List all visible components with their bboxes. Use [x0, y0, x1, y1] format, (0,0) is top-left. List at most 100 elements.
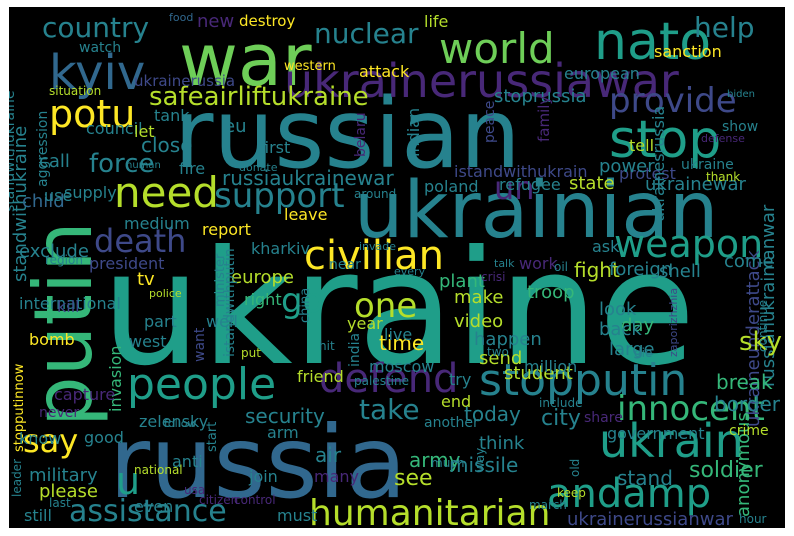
word-think: think — [479, 433, 525, 454]
word-last: last — [49, 496, 71, 510]
word-please: please — [39, 481, 98, 502]
word-invasion: invasion — [106, 345, 125, 412]
word-china: china — [298, 288, 313, 323]
word-stand: stand — [617, 466, 673, 490]
word-troop: troop — [527, 282, 575, 303]
word-medium: medium — [124, 214, 190, 233]
word-one: one — [354, 286, 417, 326]
word-come: come — [724, 251, 774, 272]
word-european: european — [564, 64, 640, 83]
word-go: go — [281, 281, 323, 321]
word-talk: talk — [494, 257, 515, 270]
word-video: video — [454, 311, 503, 332]
word-nuclear: nuclear — [314, 17, 419, 50]
word-report: report — [202, 220, 251, 239]
word-keep: keep — [557, 486, 586, 500]
word-back: back — [599, 319, 642, 340]
word-ukrainewar: ukrainewar — [645, 174, 746, 195]
word-istandwithputin: istandwithputin — [222, 248, 238, 357]
word-let: let — [134, 122, 155, 141]
word-human: human — [126, 160, 161, 171]
word-fight: fight — [574, 258, 620, 282]
word-family: family — [535, 96, 553, 142]
word-follow: follow — [164, 417, 196, 430]
word-arm: arm — [267, 423, 299, 442]
word-oil: oil — [554, 260, 568, 274]
word-even: even — [134, 497, 173, 516]
word-send: send — [479, 348, 522, 369]
word-first: first — [259, 138, 290, 157]
word-military: military — [29, 465, 98, 486]
word-ask: ask — [592, 237, 620, 256]
word-air: air — [315, 443, 342, 467]
word-exclude: exclude — [19, 241, 89, 262]
word-close: close — [141, 133, 193, 157]
word-time: time — [379, 331, 424, 355]
word-missile: missile — [449, 453, 518, 477]
word-break: break — [716, 370, 773, 394]
word-humanitarian: humanitarian — [309, 493, 550, 528]
word-continue: continue — [756, 300, 770, 352]
word-leave: leave — [284, 205, 327, 224]
word-russian: russian — [174, 78, 521, 190]
word-end: end — [441, 392, 471, 411]
word-europe: europe — [231, 267, 294, 288]
word-include: include — [539, 396, 582, 410]
word-ukraine: ukraine — [101, 217, 696, 401]
word-war: war — [179, 18, 312, 102]
word-security: security — [245, 404, 325, 428]
word-hour: hour — [739, 512, 767, 526]
word-soldier: soldier — [689, 458, 764, 483]
word-support: support — [214, 176, 345, 216]
word-people: people — [127, 359, 276, 410]
word-refugee: refugee — [499, 175, 561, 194]
word-country: country — [42, 11, 149, 44]
word-put: put — [241, 346, 261, 360]
word-assistance: assistance — [69, 494, 227, 528]
word-standwithukraine: standwithukraine — [10, 126, 31, 282]
word-way: way — [473, 448, 487, 472]
word-world: world — [439, 24, 555, 73]
word-donate: donate — [239, 161, 278, 174]
word-kharkiv: kharkiv — [251, 239, 310, 258]
word-must: must — [277, 506, 317, 525]
word-many: many — [314, 467, 359, 486]
word-help: help — [694, 11, 755, 44]
word-india: india — [347, 333, 363, 367]
word-food: food — [169, 11, 193, 24]
word-tv: tv — [137, 269, 155, 290]
word-protest: protest — [619, 164, 676, 183]
word-right: right — [244, 290, 282, 309]
word-today: today — [464, 402, 521, 426]
word-belaru: belaru — [353, 112, 369, 157]
word-friend: friend — [297, 367, 344, 386]
word-weapon: weapon — [614, 222, 763, 266]
word-anti: anti — [172, 452, 203, 471]
word-need: need — [114, 168, 219, 217]
word-west: west — [129, 332, 167, 351]
word-police: police — [149, 287, 182, 300]
word-die: die — [634, 346, 652, 360]
word-cloud-background — [9, 7, 785, 528]
word-another: another — [424, 415, 479, 431]
word-ukrain: ukrain — [599, 414, 744, 468]
word-crime: crime — [729, 423, 769, 439]
word-attack: attack — [359, 62, 410, 81]
word-poland: poland — [424, 177, 479, 196]
word-march: march — [529, 498, 567, 512]
word-kyiv: kyiv — [49, 45, 145, 101]
word-tell: tell — [629, 136, 654, 155]
word-capture: capture — [54, 385, 115, 404]
word-moscow: moscow — [369, 357, 434, 376]
word-good: good — [84, 428, 124, 447]
word-old: old — [568, 459, 582, 477]
word-eu: eu — [224, 116, 246, 137]
word-palestine: palestine — [354, 374, 409, 388]
word-council: council — [86, 119, 143, 138]
word-ukraine-small: ukraine — [681, 157, 734, 173]
word-watch: watch — [79, 40, 121, 56]
word-border: border — [714, 392, 781, 416]
word-around: around — [354, 187, 396, 201]
word-force: force — [89, 149, 154, 179]
word-destroy: destroy — [239, 12, 295, 30]
